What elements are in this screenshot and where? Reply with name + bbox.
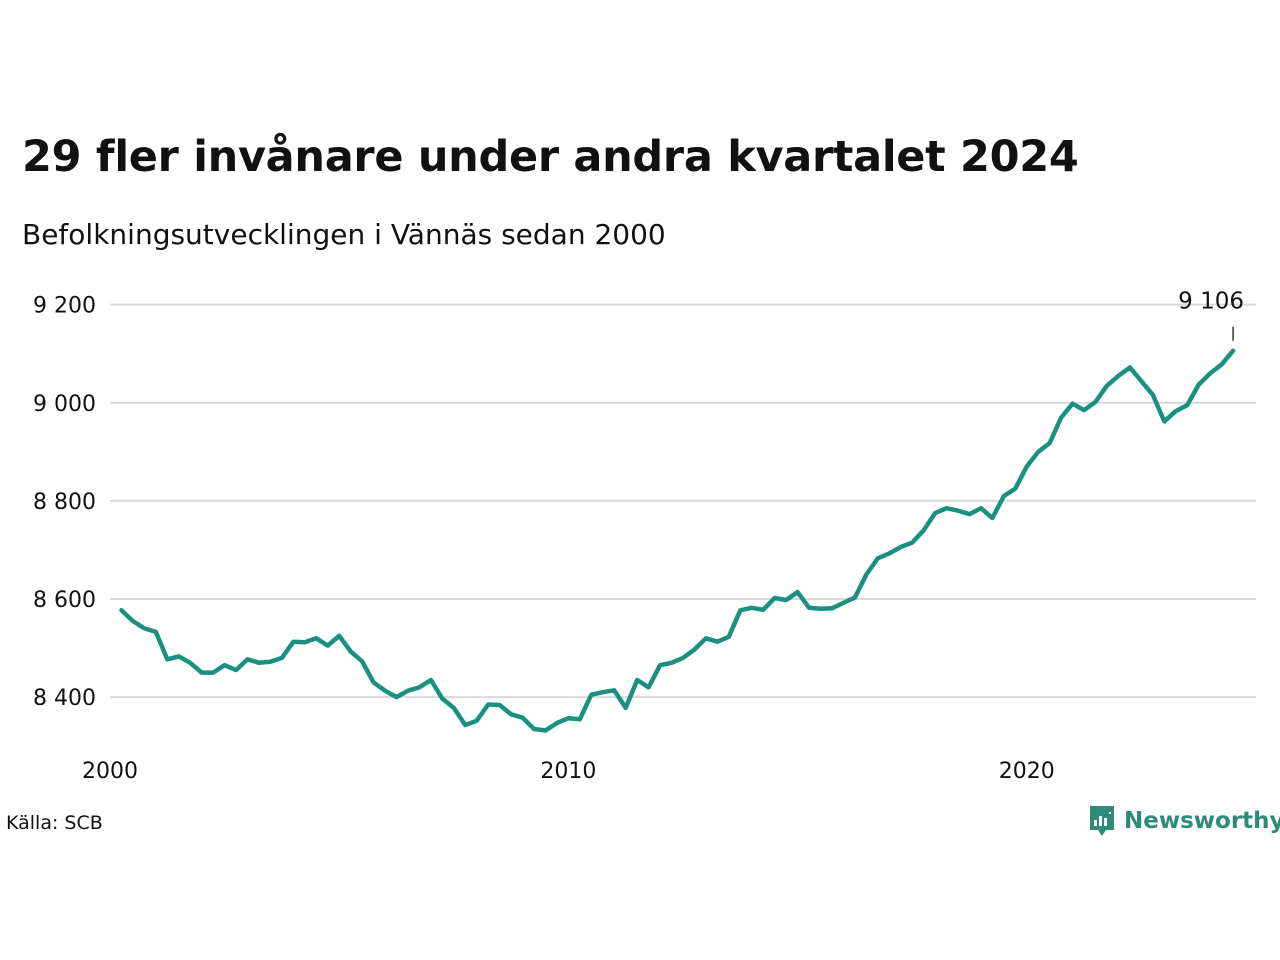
- y-tick-label: 8 800: [33, 490, 96, 515]
- newsworthy-logo: Newsworthy: [1088, 804, 1280, 838]
- last-value-label: 9 106: [1178, 289, 1244, 315]
- last-value-annotation: 9 106: [1178, 289, 1244, 341]
- x-tick-label: 2020: [999, 759, 1055, 784]
- brand-name: Newsworthy: [1124, 808, 1280, 834]
- source-note: Källa: SCB: [6, 812, 103, 834]
- y-tick-label: 9 200: [33, 294, 96, 319]
- gridlines: [110, 303, 1256, 699]
- y-tick-label: 9 000: [33, 392, 96, 417]
- x-tick-label: 2000: [82, 759, 138, 784]
- newsworthy-logo-icon: [1090, 806, 1114, 836]
- y-axis-ticks: 8 400 8 600 8 800 9 000 9 200: [33, 294, 96, 712]
- y-tick-label: 8 400: [33, 686, 96, 711]
- series-population: [119, 348, 1236, 733]
- x-axis-ticks: 2000 2010 2020: [82, 759, 1055, 784]
- x-tick-label: 2010: [540, 759, 596, 784]
- chart-subtitle: Befolkningsutvecklingen i Vännäs sedan 2…: [22, 218, 666, 251]
- chart-title: 29 fler invånare under andra kvartalet 2…: [22, 132, 1079, 182]
- y-tick-label: 8 600: [33, 588, 96, 613]
- series-line: [119, 348, 1236, 733]
